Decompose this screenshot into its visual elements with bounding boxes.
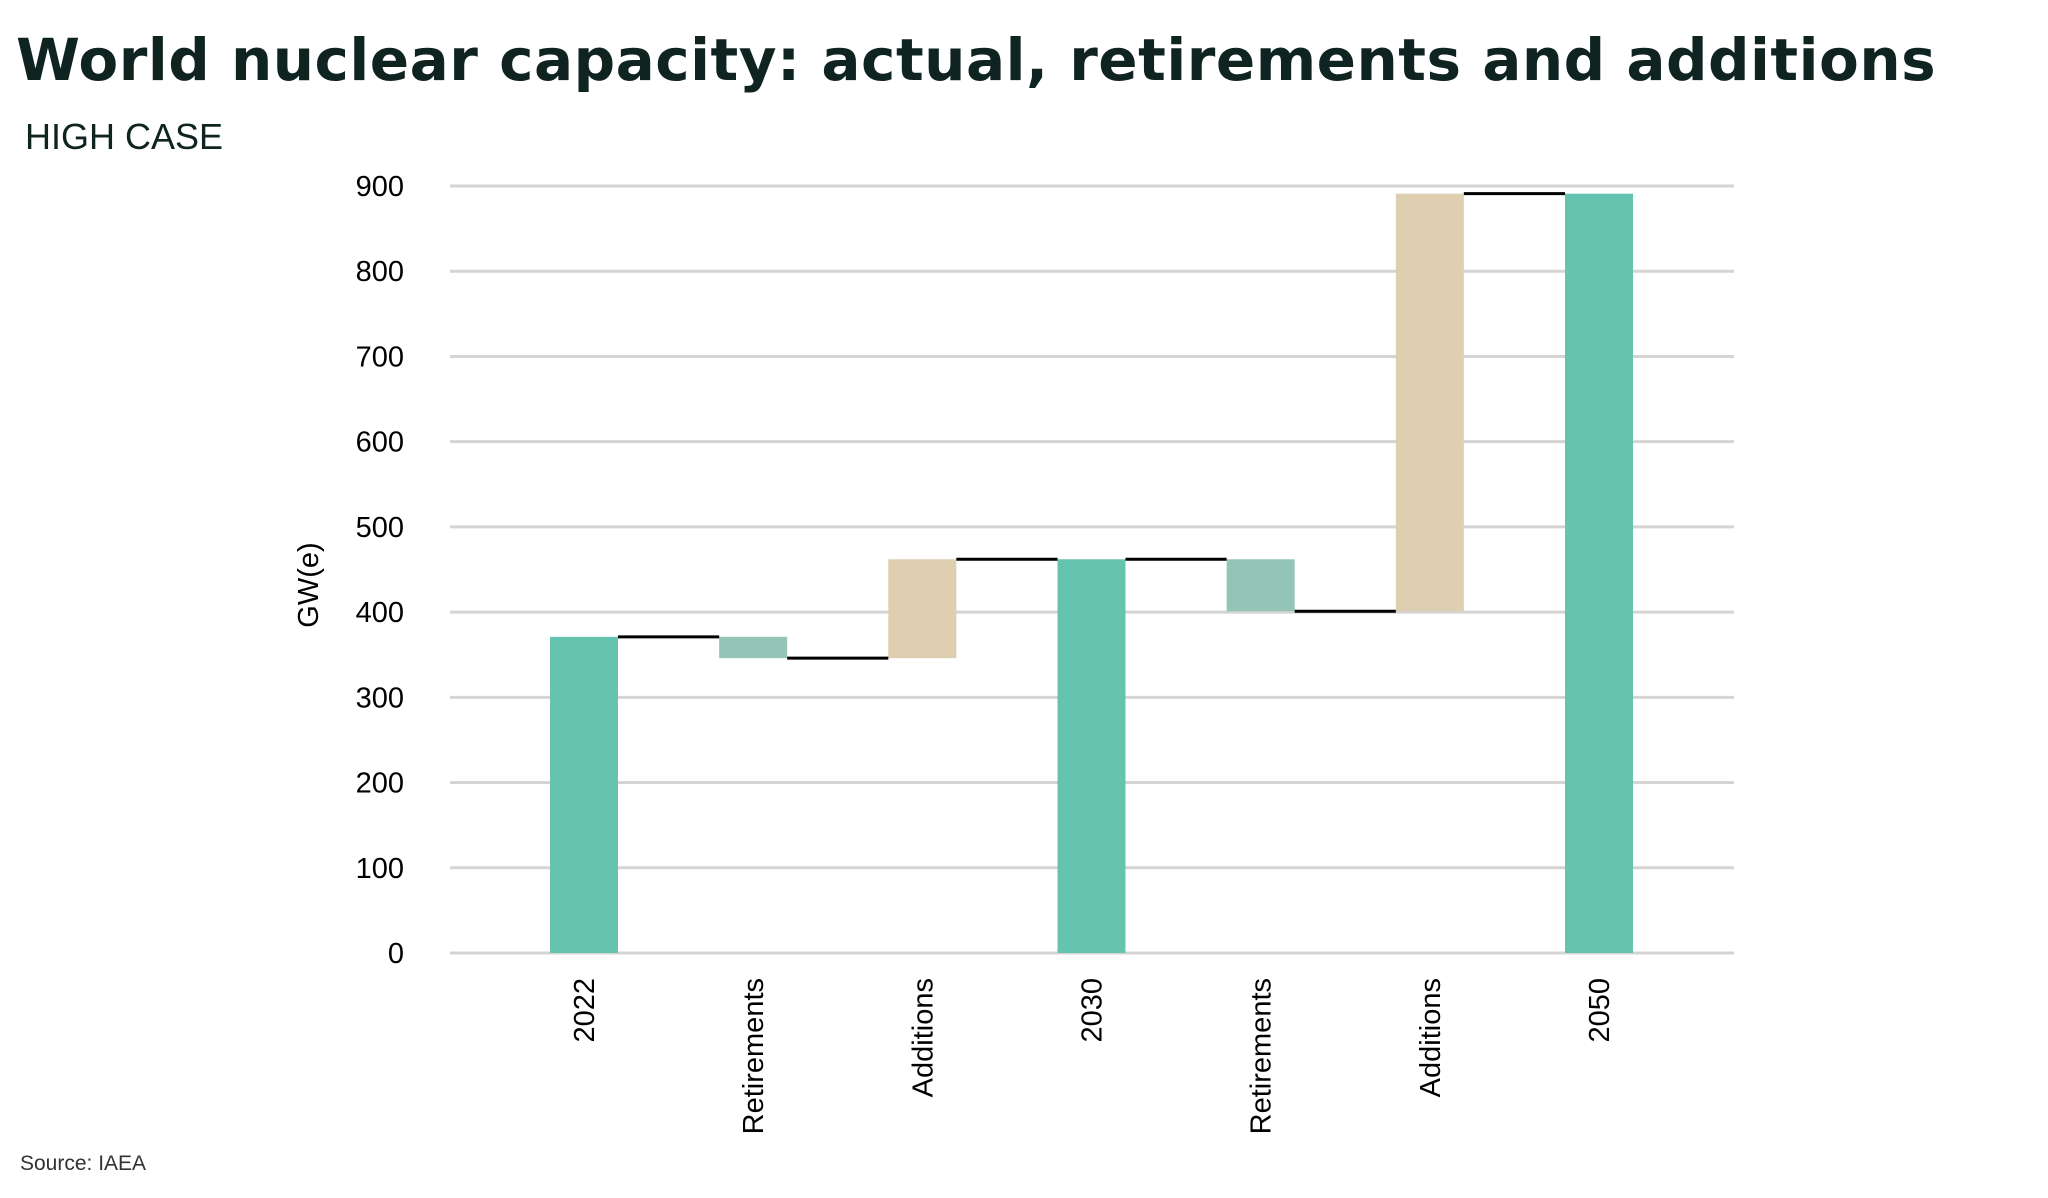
y-tick-label: 600	[356, 427, 404, 459]
y-tick-label: 500	[356, 512, 404, 544]
x-tick-label: 2050	[1584, 978, 1616, 1043]
y-tick-label: 200	[356, 768, 404, 800]
chart-title: World nuclear capacity: actual, retireme…	[16, 26, 1937, 94]
y-tick-label: 700	[356, 341, 404, 373]
x-tick-label: 2030	[1077, 978, 1109, 1043]
chart-subtitle: HIGH CASE	[25, 116, 224, 157]
x-tick-label: Additions	[907, 978, 939, 1097]
bar-decrease	[719, 636, 788, 659]
x-tick-label: Retirements	[1246, 978, 1278, 1134]
y-tick-label: 800	[356, 256, 404, 288]
y-tick-label: 900	[356, 171, 404, 203]
y-tick-label: 0	[388, 938, 404, 970]
bar-total	[550, 636, 618, 953]
y-tick-label: 300	[356, 682, 404, 714]
x-tick-label: Additions	[1415, 978, 1447, 1097]
bar-decrease	[1226, 559, 1295, 612]
bar-increase	[888, 559, 957, 659]
bar-total	[1057, 559, 1126, 953]
x-tick-label: Retirements	[738, 978, 770, 1134]
y-tick-label: 400	[356, 597, 404, 629]
x-tick-label: 2022	[569, 978, 601, 1043]
bar-increase	[1395, 193, 1464, 612]
source-note: Source: IAEA	[20, 1152, 147, 1175]
y-axis-label: GW(e)	[293, 542, 325, 627]
y-tick-label: 100	[356, 853, 404, 885]
bar-total	[1565, 193, 1633, 954]
